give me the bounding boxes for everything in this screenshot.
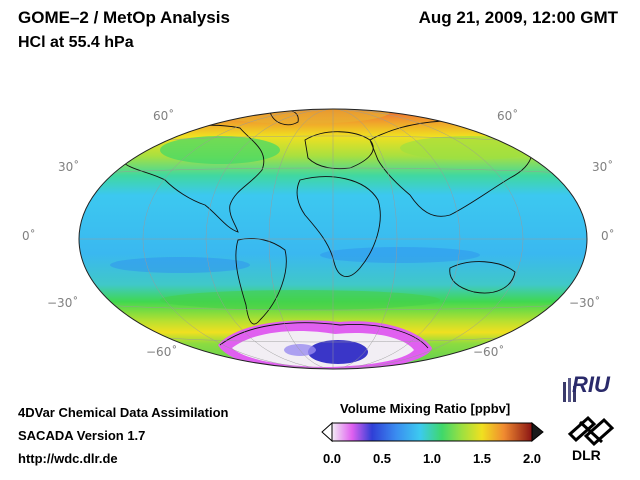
tropical-blue-patch bbox=[110, 257, 250, 273]
map-datetime: Aug 21, 2009, 12:00 GMT bbox=[418, 8, 618, 27]
colorbar-title: Volume Mixing Ratio [ppbv] bbox=[340, 401, 511, 416]
southern-green-band bbox=[160, 290, 440, 310]
footer-line-1: 4DVar Chemical Data Assimilation bbox=[18, 405, 229, 420]
map-title: GOME–2 / MetOp Analysis bbox=[18, 8, 230, 27]
colorbar bbox=[321, 421, 544, 443]
lat-label-30n-left: 30˚ bbox=[58, 160, 80, 174]
antarctic-core-2 bbox=[284, 344, 316, 356]
lat-label-60n-right: 60˚ bbox=[497, 109, 519, 123]
graticule bbox=[79, 109, 587, 369]
northern-green-patch bbox=[160, 136, 280, 164]
colorbar-tick-2: 1.0 bbox=[422, 451, 442, 466]
lat-label-60s-left: −60˚ bbox=[146, 345, 178, 359]
lat-label-30s-right: −30˚ bbox=[569, 296, 601, 310]
footer-line-3: http://wdc.dlr.de bbox=[18, 451, 118, 466]
arctic-orange-patch bbox=[210, 109, 390, 124]
riu-logo-text: RIU bbox=[572, 372, 610, 397]
colorbar-high-arrow bbox=[531, 421, 544, 443]
globe-outline bbox=[78, 108, 588, 370]
colorbar-gradient bbox=[331, 422, 533, 442]
dlr-logo-text: DLR bbox=[572, 447, 601, 463]
lat-label-60n-left: 60˚ bbox=[153, 109, 175, 123]
lat-label-30s-left: −30˚ bbox=[47, 296, 79, 310]
lat-label-30n-right: 30˚ bbox=[592, 160, 614, 174]
dlr-logo-icon bbox=[567, 415, 615, 447]
riu-logo-icon bbox=[563, 378, 576, 402]
lat-label-0-left: 0˚ bbox=[22, 229, 36, 243]
colorbar-tick-3: 1.5 bbox=[472, 451, 492, 466]
colorbar-low-arrow bbox=[321, 421, 333, 443]
colorbar-tick-0: 0.0 bbox=[322, 451, 342, 466]
hcl-map bbox=[78, 108, 588, 370]
footer-line-2: SACADA Version 1.7 bbox=[18, 428, 146, 443]
tropical-blue-patch-2 bbox=[320, 247, 480, 263]
lat-label-0-right: 0˚ bbox=[601, 229, 615, 243]
lat-label-60s-right: −60˚ bbox=[473, 345, 505, 359]
northern-yellow-patch bbox=[400, 136, 540, 160]
antarctic-core bbox=[308, 340, 368, 364]
map-subtitle: HCl at 55.4 hPa bbox=[18, 34, 134, 51]
colorbar-tick-1: 0.5 bbox=[372, 451, 392, 466]
colorbar-tick-4: 2.0 bbox=[522, 451, 542, 466]
